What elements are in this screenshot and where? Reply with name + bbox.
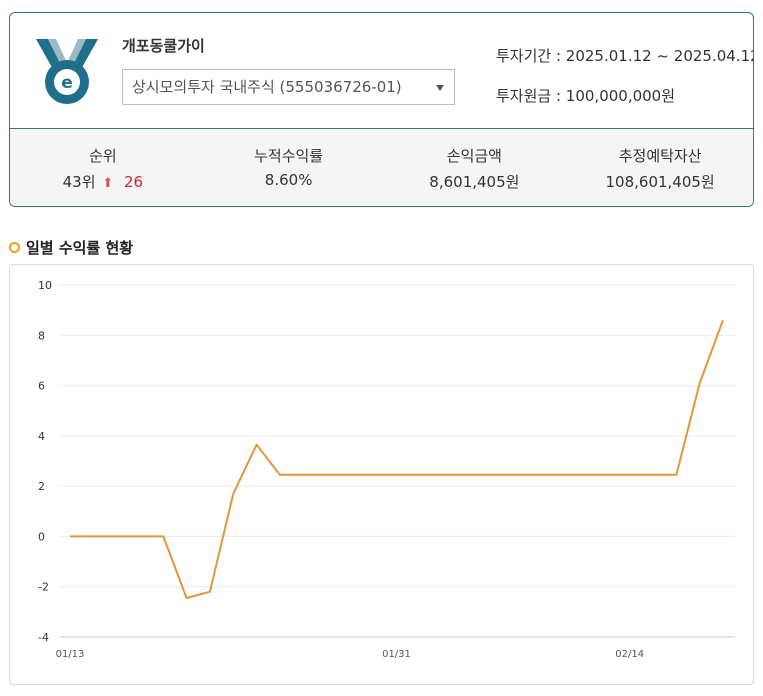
section-title: 일별 수익률 현황 [9,237,133,258]
y-tick-label: 10 [38,279,52,292]
section-title-text: 일별 수익률 현황 [26,239,134,257]
rank-label: 순위 [89,147,117,165]
arrow-up-icon: ⬆ [102,176,114,191]
x-tick-label: 01/13 [56,649,85,660]
account-summary-card: e 개포동쿨가이 상시모의투자 국내주식 (555036726-01) 투자기간… [9,12,754,207]
y-tick-label: 8 [38,329,45,342]
account-select-value: 상시모의투자 국내주식 (555036726-01) [132,78,402,96]
rank-value: 43위 [62,173,96,191]
y-tick-label: -4 [38,631,49,644]
y-tick-label: 4 [38,430,45,443]
investment-period: 투자기간 : 2025.01.12 ~ 2025.04.12 [496,47,754,65]
pnl-value: 8,601,405원 [429,173,520,191]
y-tick-label: 6 [38,380,45,393]
stat-asset: 추정예탁자산 108,601,405원 [567,129,753,206]
x-tick-label: 01/31 [382,649,411,660]
account-select[interactable]: 상시모의투자 국내주식 (555036726-01) [122,69,455,105]
line-chart: 10 8 6 4 2 0 -2 -4 01/13 01/31 02/14 [38,279,735,660]
y-tick-label: -2 [38,581,49,594]
medal-icon: e [36,39,98,104]
investment-principal: 투자원금 : 100,000,000원 [496,87,676,105]
user-nickname: 개포동쿨가이 [122,37,205,55]
return-value: 8.60% [264,171,313,189]
stat-rank: 순위 43위 ⬆ 26 [10,129,196,206]
x-tick-label: 02/14 [615,649,644,660]
pnl-label: 손익금액 [446,147,502,165]
medal-letter: e [61,73,73,93]
stats-row: 순위 43위 ⬆ 26 누적수익률 8.60% 손익금액 8,601,405원 … [10,129,753,206]
bullet-circle-icon [9,242,20,253]
daily-return-chart: 10 8 6 4 2 0 -2 -4 01/13 01/31 02/14 [9,264,754,685]
rank-change: 26 [124,173,144,191]
account-header: e 개포동쿨가이 상시모의투자 국내주식 (555036726-01) 투자기간… [10,13,753,129]
caret-down-icon [436,85,444,91]
y-tick-label: 0 [38,530,45,543]
return-label: 누적수익률 [254,147,324,165]
series-line [70,319,724,599]
stat-pnl: 손익금액 8,601,405원 [382,129,568,206]
stat-return: 누적수익률 8.60% [196,129,382,206]
rank-value-row: 43위 ⬆ 26 [10,171,196,192]
y-tick-label: 2 [38,480,45,493]
asset-label: 추정예탁자산 [618,147,702,165]
asset-value: 108,601,405원 [605,173,715,191]
